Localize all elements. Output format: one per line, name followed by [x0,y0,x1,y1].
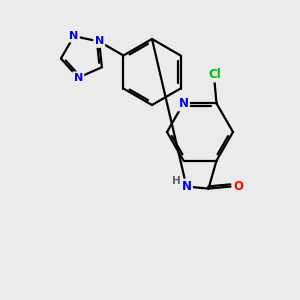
Text: Cl: Cl [208,68,221,81]
Text: N: N [182,180,191,193]
Text: H: H [172,176,181,186]
Text: N: N [69,31,79,41]
Text: O: O [233,180,244,193]
Text: N: N [178,97,188,110]
Text: N: N [74,73,83,83]
Text: N: N [94,37,104,46]
